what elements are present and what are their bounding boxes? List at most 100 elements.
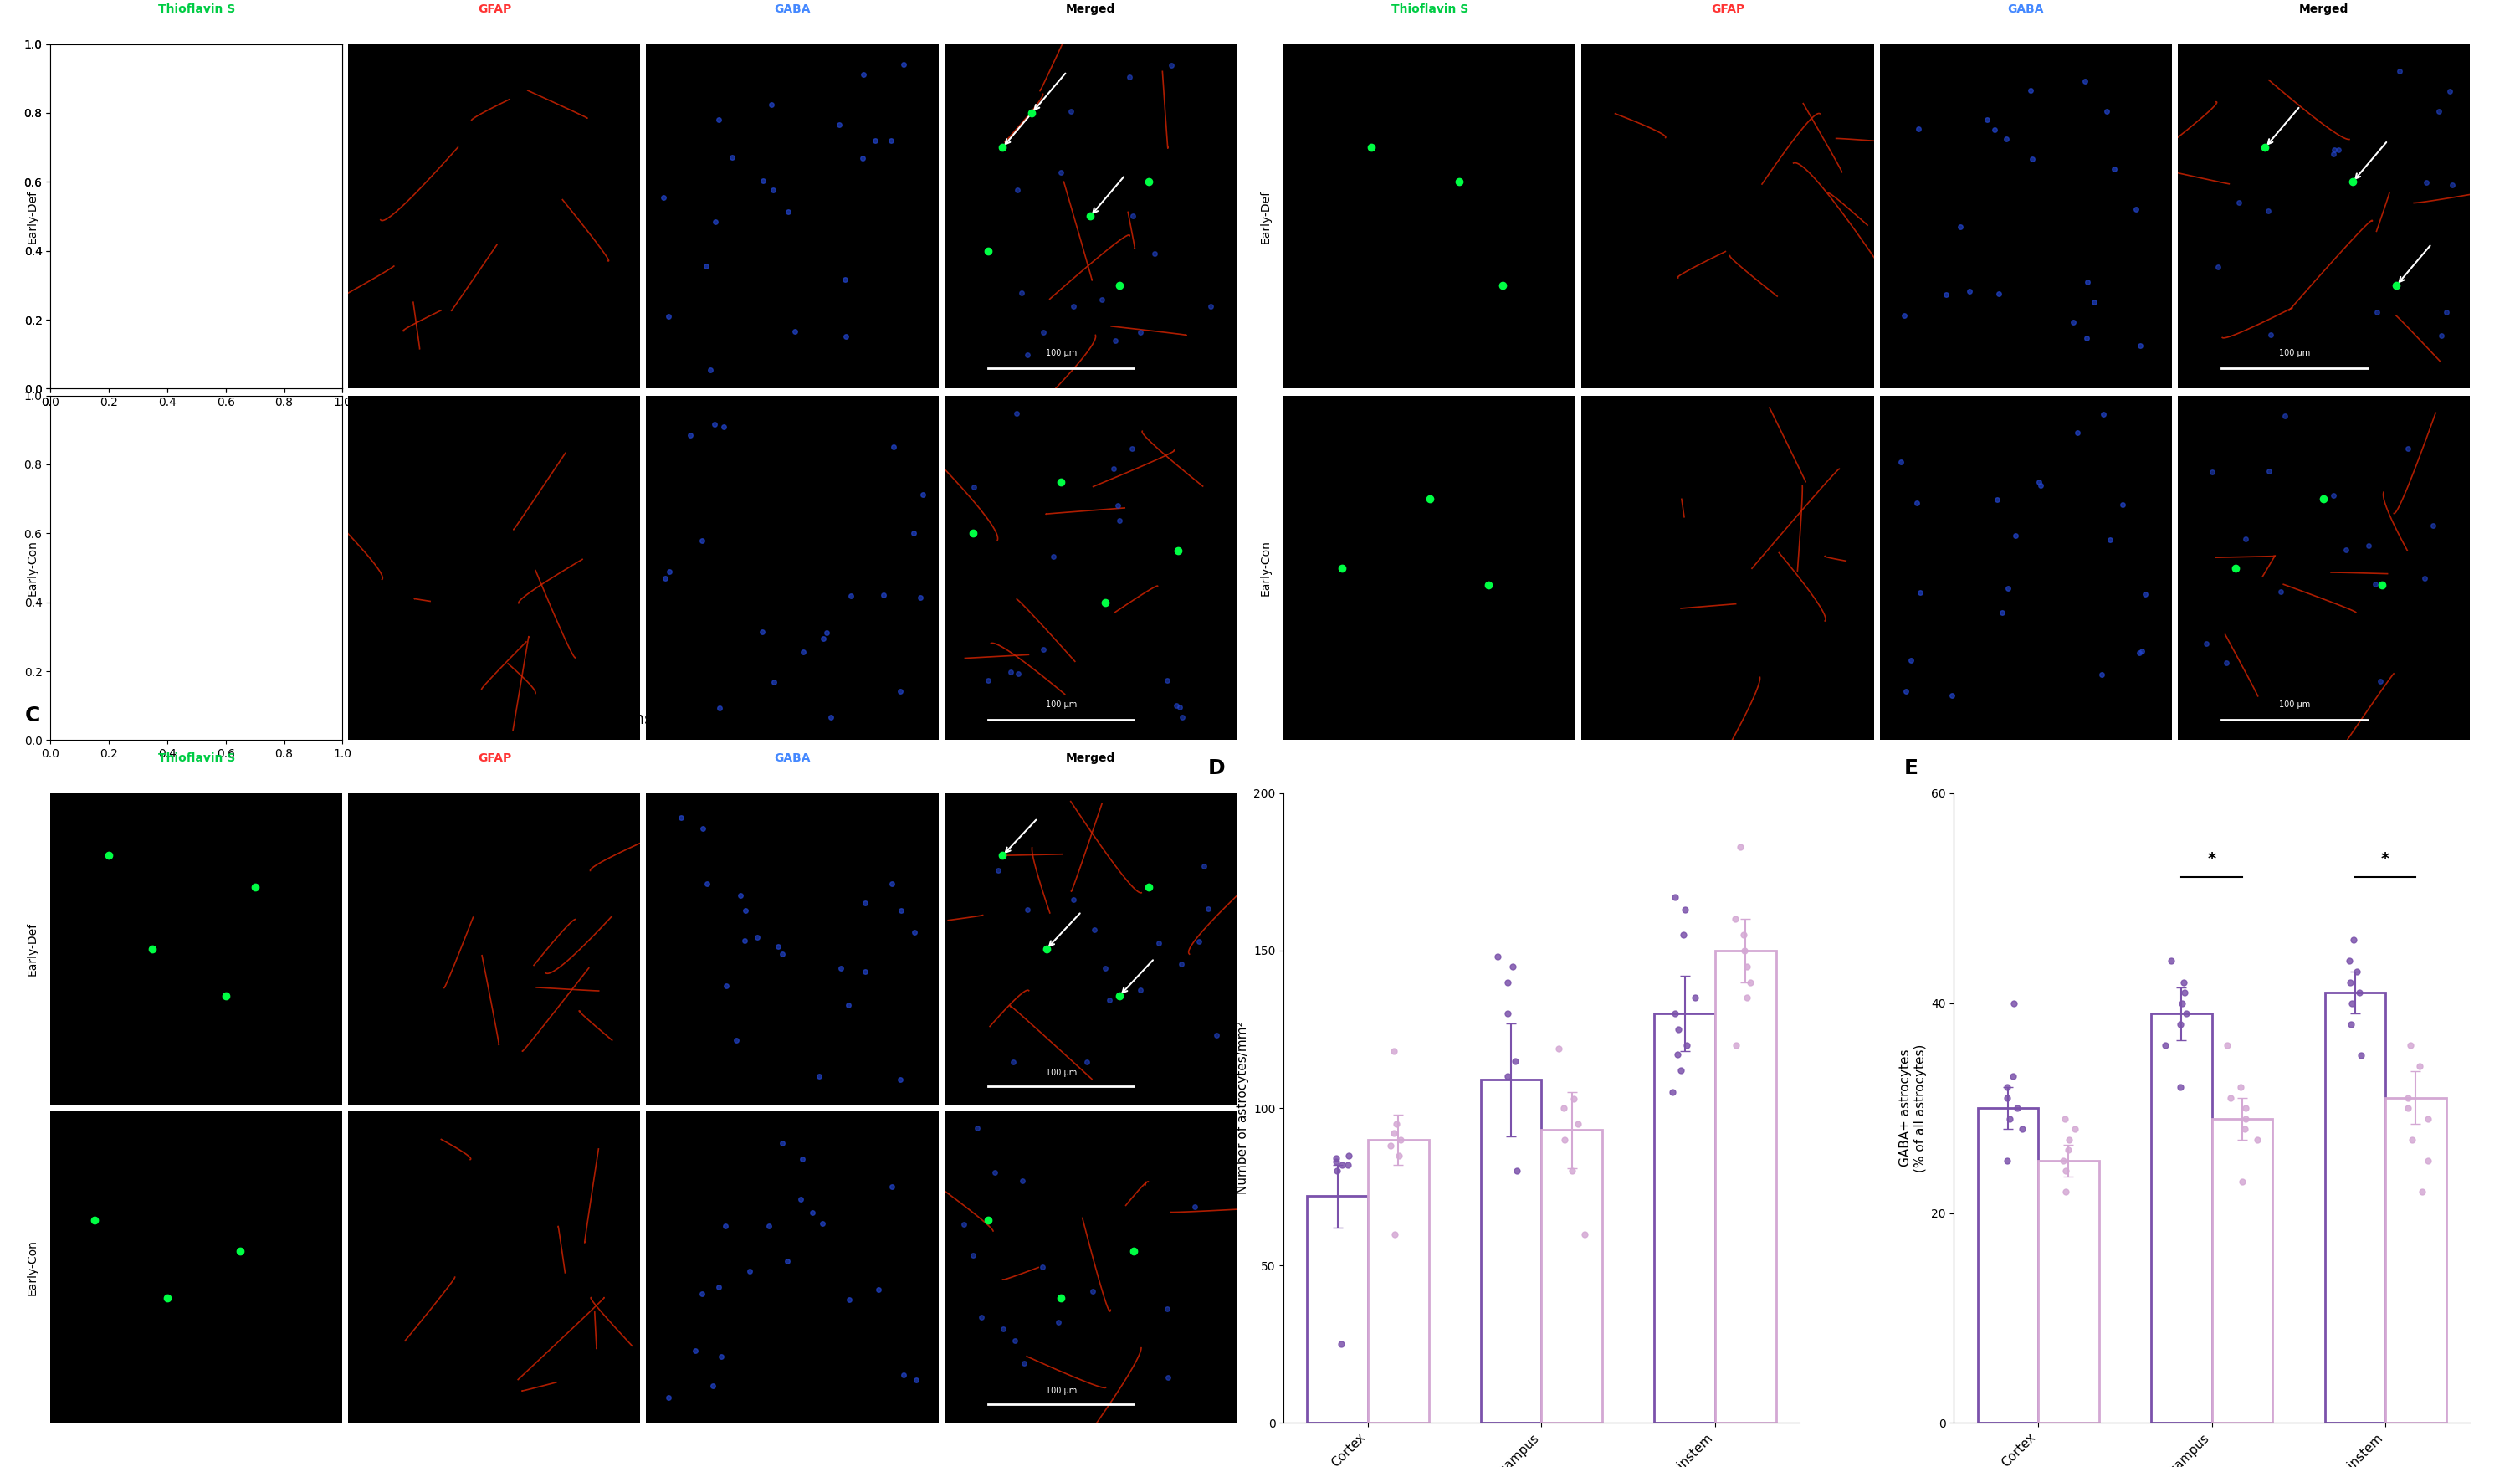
Point [1993,992,2034,1015]
Text: 100 μm: 100 μm [1046,1386,1076,1395]
Point [1731,970,1772,993]
Point [1676,986,1716,1009]
Bar [1978,1108,2039,1423]
Text: Early-Con: Early-Con [25,1240,38,1295]
Text: Early-Def: Early-Def [25,189,38,244]
Text: Thioflavin S: Thioflavin S [159,3,234,15]
Text: 100 μm: 100 μm [2278,349,2311,358]
Point [2046,1159,2087,1182]
Text: GABA: GABA [774,753,811,764]
Text: GABA: GABA [774,3,811,15]
Point [2336,959,2376,983]
Bar [1368,1140,1429,1423]
Point [2049,1128,2089,1152]
Point [2165,981,2205,1005]
Point [2223,1169,2263,1193]
Text: 100 μm: 100 μm [1046,349,1076,358]
Text: Merged: Merged [1066,753,1114,764]
Point [1988,1075,2029,1099]
Point [2331,1012,2371,1036]
Point [1986,1086,2026,1109]
Bar [2323,993,2386,1423]
Point [2331,970,2371,993]
Text: GABA: GABA [2008,3,2044,15]
Point [1991,1106,2031,1130]
Point [2046,1181,2087,1204]
Text: GFAP: GFAP [476,3,512,15]
Bar [2039,1160,2099,1423]
Point [1545,1128,1585,1152]
Point [2328,949,2369,973]
Point [2162,970,2202,993]
Point [1565,1222,1605,1245]
Point [1373,1222,1414,1245]
Point [2386,1086,2427,1109]
Point [1724,939,1764,962]
Text: Merged: Merged [1066,3,1114,15]
Point [1716,1033,1756,1056]
Point [1656,1002,1696,1025]
Text: Early-Def: Early-Def [1260,189,1270,244]
Point [1724,923,1764,946]
Point [1552,1159,1593,1182]
Point [2389,1033,2429,1056]
Point [2407,1149,2447,1172]
Text: *: * [2381,851,2389,867]
Bar [2152,1014,2213,1423]
Point [1986,1149,2026,1172]
Point [1378,1144,1419,1168]
Point [2389,1096,2429,1119]
Point [1666,1033,1706,1056]
Bar [2213,1118,2273,1423]
Point [2167,1002,2208,1025]
Bar [1542,1130,1603,1423]
Point [2238,1128,2278,1152]
Point [2044,1149,2084,1172]
Point [1487,970,1527,993]
Point [1726,986,1767,1009]
Point [2210,1086,2250,1109]
Point [2220,1075,2260,1099]
Point [2145,1033,2185,1056]
Text: Thioflavin S: Thioflavin S [1391,3,1469,15]
Point [1993,1065,2034,1089]
Text: E: E [1903,758,1918,779]
Bar [1653,1014,1716,1423]
Point [2391,1128,2432,1152]
Point [2160,1012,2200,1036]
Point [2049,1138,2089,1162]
Point [1663,923,1704,946]
Point [1537,1037,1578,1061]
Point [2044,1106,2084,1130]
Text: GFAP: GFAP [476,753,512,764]
Point [1492,955,1532,978]
Text: 100 μm: 100 μm [2278,701,2311,709]
Bar [1716,951,1777,1423]
Y-axis label: Number of astrocytes/mm²: Number of astrocytes/mm² [1237,1021,1250,1194]
Point [2208,1033,2248,1056]
Point [2162,992,2202,1015]
Point [1376,1112,1416,1135]
Point [1487,1065,1527,1089]
Point [1315,1150,1356,1174]
Point [1371,1134,1411,1157]
Text: D: D [1207,758,1225,779]
Point [2339,981,2379,1005]
Point [2225,1118,2265,1141]
Point [1328,1144,1368,1168]
Text: GFAP: GFAP [1711,3,1744,15]
Point [1542,1096,1583,1119]
Point [2054,1118,2094,1141]
Text: Early-Def: Early-Def [25,923,38,976]
Point [1315,1159,1356,1182]
Point [2409,1106,2449,1130]
Point [2225,1106,2265,1130]
Point [1996,1096,2036,1119]
Point [1557,1112,1598,1135]
Point [2001,1118,2041,1141]
Point [1328,1153,1368,1177]
Point [1323,1153,1363,1177]
Point [1552,1087,1593,1111]
Point [1661,1059,1701,1083]
Point [2152,949,2192,973]
